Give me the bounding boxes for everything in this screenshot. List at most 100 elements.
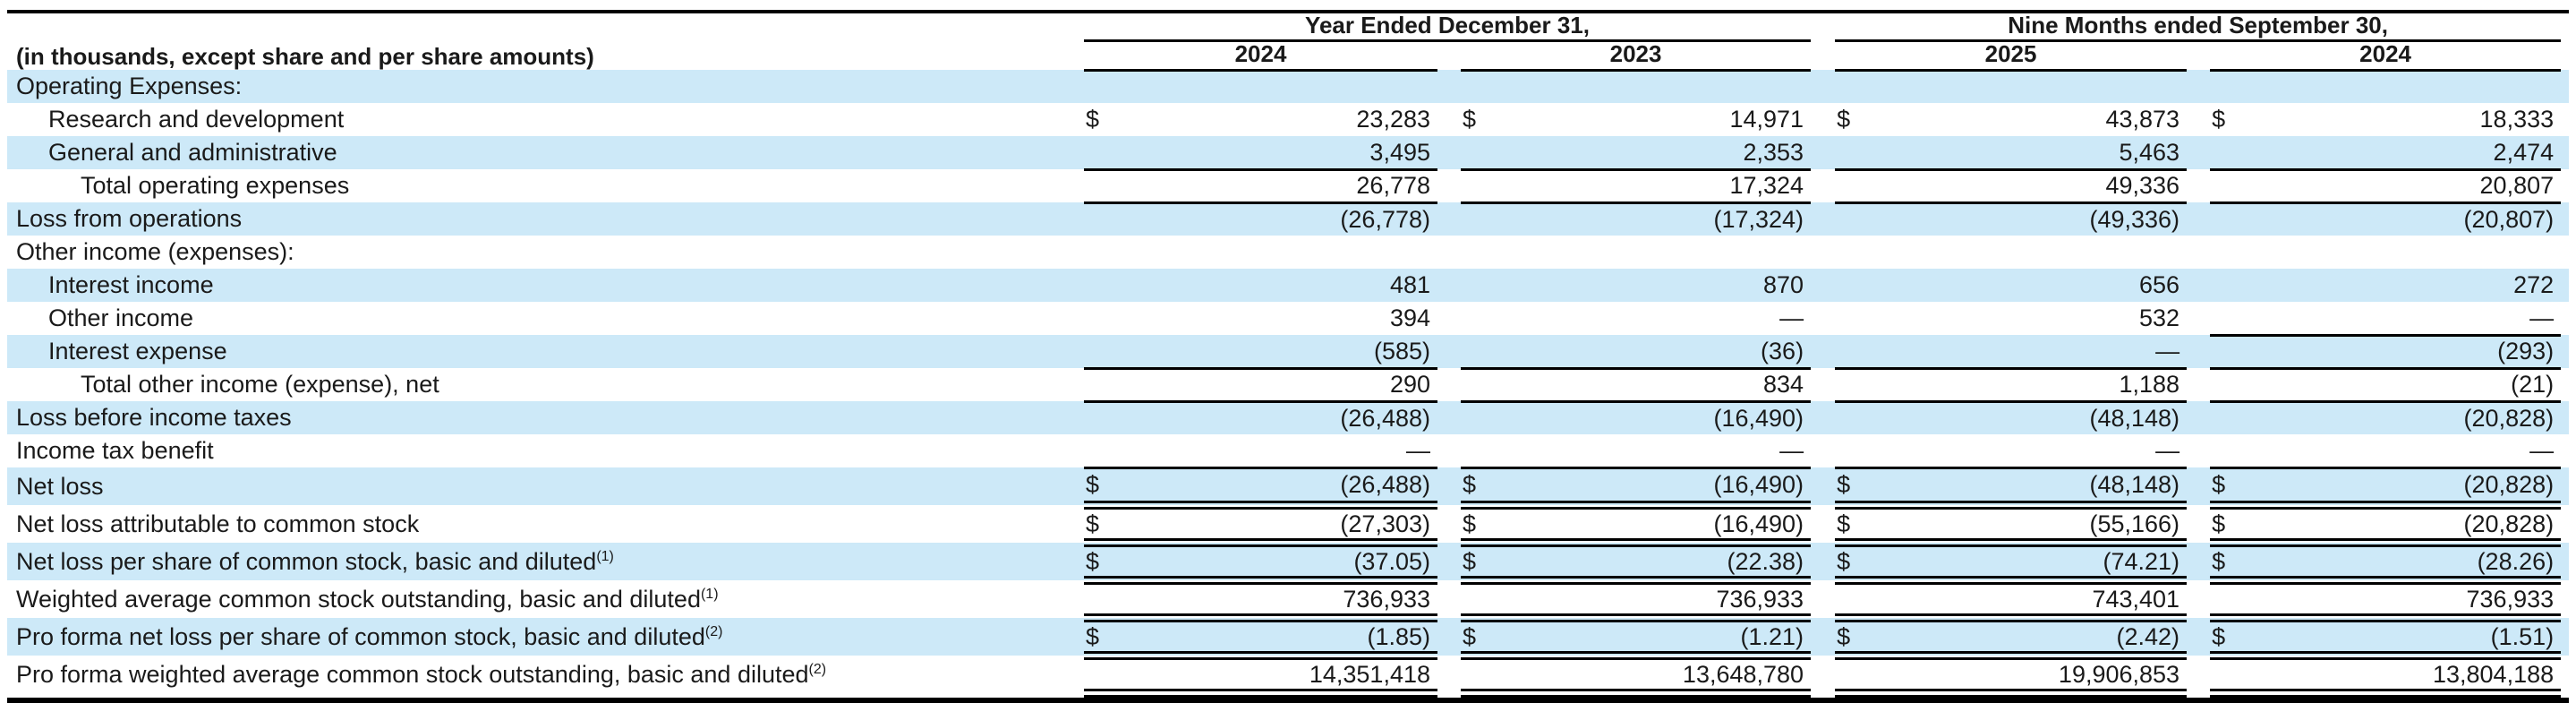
column-gap xyxy=(1437,269,1461,303)
row-label: Operating Expenses: xyxy=(7,70,1084,104)
dollar-sign xyxy=(2210,656,2256,699)
row-label-text: Interest income xyxy=(48,271,214,299)
row-label: Other income (expenses): xyxy=(7,236,1084,269)
cell-value: 26,778 xyxy=(1129,169,1437,204)
row-label-text: Income tax benefit xyxy=(16,437,214,465)
row-label: Total other income (expense), net xyxy=(7,368,1084,401)
dollar-sign xyxy=(1084,580,1129,623)
cell-value xyxy=(1880,236,2187,269)
cell-value xyxy=(2255,70,2562,104)
dollar-sign xyxy=(1084,335,1129,370)
dollar-sign xyxy=(2210,202,2256,236)
cell-value: 13,804,188 xyxy=(2255,656,2562,699)
table-right-margin xyxy=(2561,169,2569,202)
column-gap xyxy=(1811,467,1836,506)
cell-value: (20,807) xyxy=(2255,202,2562,236)
header-period-row: Year Ended December 31, Nine Months ende… xyxy=(7,13,2569,43)
cell-value: (55,166) xyxy=(1880,505,2188,548)
table-row: Research and development $ 23,283 $ 14,9… xyxy=(7,103,2569,136)
cell-value xyxy=(1506,236,1811,269)
row-label: Pro forma weighted average common stock … xyxy=(7,656,1084,693)
cell-value: (20,828) xyxy=(2255,505,2562,548)
cell-value: (585) xyxy=(1129,335,1437,370)
dollar-sign xyxy=(1461,302,1506,335)
dollar-sign xyxy=(1084,236,1129,269)
column-gap xyxy=(1437,618,1461,656)
dollar-sign xyxy=(2210,302,2256,337)
dollar-sign: $ xyxy=(1461,467,1506,510)
dollar-sign xyxy=(1084,368,1129,403)
dollar-sign xyxy=(1084,656,1129,699)
column-gap xyxy=(2187,103,2210,136)
dollar-sign xyxy=(2210,580,2256,623)
column-gap xyxy=(2187,70,2211,104)
row-label: Net loss per share of common stock, basi… xyxy=(7,543,1084,581)
dollar-sign xyxy=(1835,169,1881,204)
cell-value: — xyxy=(2255,434,2562,469)
cell-value: (26,778) xyxy=(1129,202,1437,236)
column-gap xyxy=(2187,41,2210,70)
cell-value: — xyxy=(1779,304,1804,332)
table-row: Loss from operations (26,778) (17,324) (… xyxy=(7,202,2570,236)
dollar-sign xyxy=(2210,335,2256,370)
cell-value: (21) xyxy=(2255,368,2562,403)
column-gap xyxy=(1811,434,1835,467)
table-right-margin xyxy=(2561,269,2570,303)
row-label-text: General and administrative xyxy=(48,139,337,167)
dollar-sign xyxy=(1084,136,1129,171)
cell-value: 14,351,418 xyxy=(1129,656,1437,699)
col-group-nine-months: Nine Months ended September 30, xyxy=(1835,13,2562,43)
dollar-sign: $ xyxy=(1084,618,1129,661)
cell-value: 19,906,853 xyxy=(1880,656,2188,699)
dollar-sign xyxy=(1084,302,1129,335)
column-gap xyxy=(1811,618,1836,656)
cell-value: (1.85) xyxy=(1129,618,1437,661)
row-label: Weighted average common stock outstandin… xyxy=(7,580,1084,618)
cell-value: (26,488) xyxy=(1129,467,1437,510)
cell-value: 834 xyxy=(1506,368,1812,403)
column-gap xyxy=(1811,368,1835,401)
dollar-sign: $ xyxy=(2210,543,2256,586)
column-gap xyxy=(1811,335,1836,369)
cell-value: (16,490) xyxy=(1506,505,1812,548)
column-gap xyxy=(1437,202,1461,236)
dollar-sign xyxy=(1084,202,1129,236)
table-right-margin xyxy=(2561,103,2569,136)
row-label: Loss from operations xyxy=(7,202,1084,236)
dollar-sign xyxy=(1084,169,1129,204)
table-row: General and administrative 3,495 2,353 5… xyxy=(7,136,2570,171)
cell-value: — xyxy=(1129,434,1437,469)
column-gap xyxy=(1437,41,1461,70)
column-gap xyxy=(1437,467,1461,506)
dollar-sign: $ xyxy=(2212,106,2226,133)
table-header: Year Ended December 31, Nine Months ende… xyxy=(7,13,2569,72)
row-label-text: Other income (expenses): xyxy=(16,238,294,266)
column-gap xyxy=(1437,580,1461,618)
column-gap xyxy=(1437,401,1461,435)
dollar-sign: $ xyxy=(1086,106,1100,133)
cell-value: 736,933 xyxy=(1129,580,1437,623)
year-column-2024-annual: 2024 xyxy=(1084,40,1437,72)
dollar-sign xyxy=(1461,269,1506,303)
column-gap xyxy=(2187,434,2210,467)
table-right-margin xyxy=(2561,13,2569,41)
cell-value: 743,401 xyxy=(1880,580,2188,623)
dollar-sign xyxy=(2210,70,2256,104)
cell-value: (20,828) xyxy=(2255,401,2562,435)
dollar-sign: $ xyxy=(1835,505,1881,548)
row-label: Interest income xyxy=(7,269,1084,303)
column-gap xyxy=(1437,434,1461,467)
column-gap xyxy=(2187,618,2211,656)
column-gap xyxy=(2187,656,2210,693)
row-label: Income tax benefit xyxy=(7,434,1084,467)
cell-value: — xyxy=(2255,302,2562,337)
financial-statements-table-container: Year Ended December 31, Nine Months ende… xyxy=(7,10,2570,703)
cell-value: 17,324 xyxy=(1506,169,1812,204)
column-gap xyxy=(2187,543,2211,581)
column-gap xyxy=(2187,202,2211,236)
cell-value xyxy=(1506,70,1812,104)
column-gap xyxy=(1811,13,1835,41)
table-row: Interest income 481 870 656 272 xyxy=(7,269,2570,303)
column-gap xyxy=(1811,169,1835,202)
dollar-sign: $ xyxy=(2210,505,2256,548)
